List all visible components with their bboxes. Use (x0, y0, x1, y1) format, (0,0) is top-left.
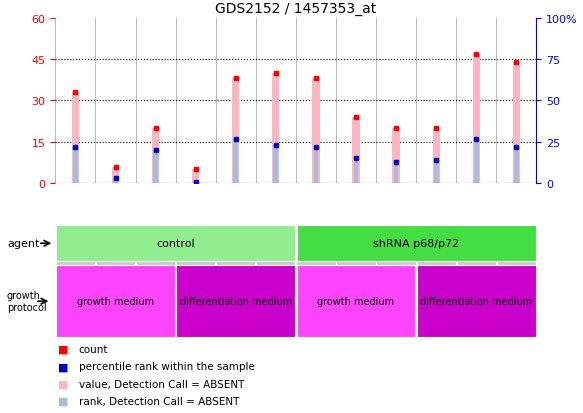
Bar (394, 162, 398, 184)
Bar (352, 118, 360, 184)
Bar (56, 226, 295, 261)
Bar (192, 170, 199, 184)
Text: rank, Detection Call = ABSENT: rank, Detection Call = ABSENT (79, 396, 239, 406)
Text: GSM119560: GSM119560 (191, 271, 200, 322)
Bar (153, 151, 158, 184)
Text: count: count (79, 344, 108, 354)
Bar (136, 260, 175, 332)
Text: GSM119566: GSM119566 (311, 271, 321, 322)
Bar (296, 260, 336, 332)
Bar (456, 260, 496, 332)
Bar (416, 260, 456, 332)
Bar (336, 260, 375, 332)
Bar (56, 266, 175, 337)
Bar (417, 266, 536, 337)
Text: GSM119579: GSM119579 (271, 271, 280, 322)
Bar (514, 147, 519, 184)
Text: GSM119569: GSM119569 (512, 271, 521, 322)
Bar (272, 74, 279, 184)
Bar (297, 226, 536, 261)
Text: GSM119576: GSM119576 (111, 271, 120, 322)
Bar (354, 159, 359, 184)
Bar (56, 260, 95, 332)
Bar (256, 260, 296, 332)
Bar (392, 129, 400, 184)
Bar (233, 139, 238, 184)
Bar (194, 182, 198, 184)
Bar (434, 161, 438, 184)
Text: value, Detection Call = ABSENT: value, Detection Call = ABSENT (79, 379, 244, 389)
Text: GSM119578: GSM119578 (231, 271, 240, 322)
Bar (273, 146, 278, 184)
Text: shRNA p68/p72: shRNA p68/p72 (373, 239, 459, 249)
Text: GSM119570: GSM119570 (352, 271, 360, 322)
Bar (216, 260, 255, 332)
Text: agent: agent (7, 239, 40, 249)
Bar (512, 63, 520, 184)
Bar (474, 139, 479, 184)
Text: GSM119581: GSM119581 (392, 271, 401, 322)
Text: ■: ■ (58, 379, 69, 389)
Text: ■: ■ (58, 396, 69, 406)
Bar (112, 167, 119, 184)
Bar (73, 147, 78, 184)
Bar (232, 79, 240, 184)
Text: differentiation medium: differentiation medium (420, 297, 532, 306)
Text: growth medium: growth medium (77, 297, 154, 306)
Text: control: control (156, 239, 195, 249)
Text: GSM119561: GSM119561 (431, 271, 441, 322)
Text: percentile rank within the sample: percentile rank within the sample (79, 361, 255, 371)
Bar (297, 266, 415, 337)
Text: growth
protocol: growth protocol (7, 291, 47, 312)
Bar (433, 129, 440, 184)
Text: GSM119564: GSM119564 (71, 271, 80, 322)
Bar (72, 93, 79, 184)
Bar (176, 260, 215, 332)
Text: ■: ■ (58, 344, 69, 354)
Text: growth medium: growth medium (317, 297, 395, 306)
Bar (312, 79, 319, 184)
Bar (113, 179, 118, 184)
Text: differentiation medium: differentiation medium (180, 297, 292, 306)
Bar (377, 260, 416, 332)
Bar (314, 147, 318, 184)
Bar (497, 260, 536, 332)
Text: GSM119580: GSM119580 (151, 271, 160, 322)
Bar (96, 260, 135, 332)
Text: GSM119562: GSM119562 (472, 271, 481, 322)
Text: ■: ■ (58, 361, 69, 371)
Bar (152, 129, 159, 184)
Title: GDS2152 / 1457353_at: GDS2152 / 1457353_at (215, 2, 377, 16)
Bar (177, 266, 295, 337)
Bar (473, 55, 480, 184)
